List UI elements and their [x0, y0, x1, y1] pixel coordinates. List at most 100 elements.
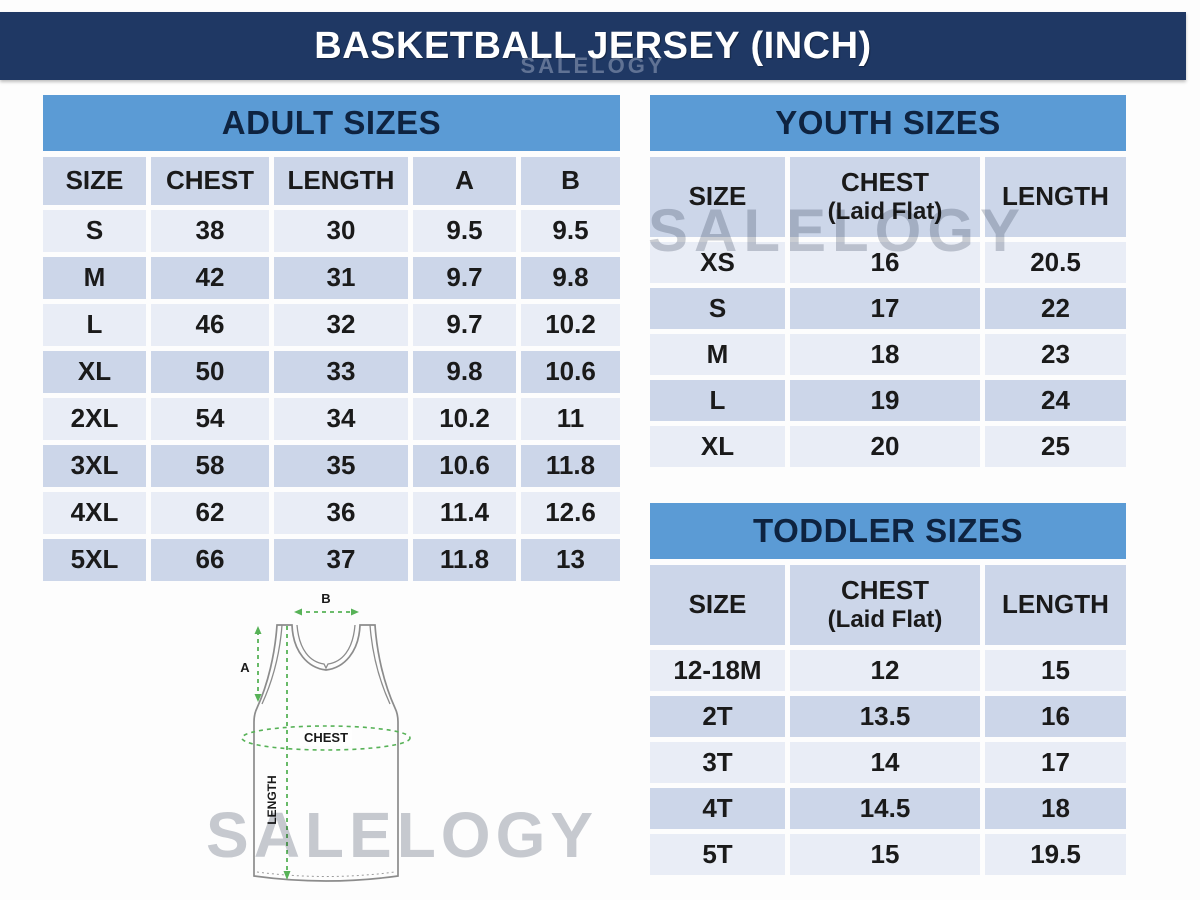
label-chest: CHEST	[304, 730, 348, 745]
measure-a-arrow-top	[254, 626, 262, 634]
jersey-armhole-trim-left	[261, 624, 283, 705]
watermark-title: SALELOGY	[520, 53, 666, 78]
table-cell: 17	[985, 742, 1126, 783]
table-cell: 4XL	[43, 492, 146, 534]
table-cell: 16	[790, 242, 980, 283]
jersey-neck-trim	[296, 624, 356, 670]
adult-sizes-header: ADULT SIZES	[43, 95, 620, 151]
table-cell: 11.4	[413, 492, 516, 534]
table-cell: 4T	[650, 788, 785, 829]
table-cell: 20	[790, 426, 980, 467]
page-title: BASKETBALL JERSEY (INCH)	[314, 24, 872, 67]
table-cell: L	[43, 304, 146, 346]
table-cell: XS	[650, 242, 785, 283]
jersey-hem-stitch	[256, 871, 396, 877]
column-header: CHEST	[151, 157, 269, 205]
table-cell: 3XL	[43, 445, 146, 487]
table-cell: 66	[151, 539, 269, 581]
youth-sizes-table: SIZE CHEST (Laid Flat) LENGTH XS 16 20.5 S 17 22 M…	[650, 157, 1126, 467]
table-cell: 19.5	[985, 834, 1126, 875]
table-cell: M	[650, 334, 785, 375]
table-cell: 32	[274, 304, 408, 346]
table-cell: 5XL	[43, 539, 146, 581]
table-cell: 25	[985, 426, 1126, 467]
table-cell: 42	[151, 257, 269, 299]
table-cell: 15	[985, 650, 1126, 691]
measure-a-arrow-bottom	[254, 694, 262, 702]
table-cell: 9.7	[413, 257, 516, 299]
column-header: CHEST (Laid Flat)	[790, 157, 980, 237]
column-header: CHEST (Laid Flat)	[790, 565, 980, 645]
column-header: SIZE	[43, 157, 146, 205]
table-cell: 12-18M	[650, 650, 785, 691]
measure-b-arrow-right	[351, 608, 359, 616]
column-header: LENGTH	[985, 565, 1126, 645]
column-header: LENGTH	[274, 157, 408, 205]
table-cell: 9.8	[413, 351, 516, 393]
table-cell: 31	[274, 257, 408, 299]
table-cell: 12	[790, 650, 980, 691]
table-cell: 10.2	[413, 398, 516, 440]
column-header: LENGTH	[985, 157, 1126, 237]
adult-sizes-table: SIZE CHEST LENGTH A B S 38 30 9.5 9.5 M 42 31 9.7 9.8 L…	[43, 157, 620, 581]
jersey-outline	[253, 624, 399, 882]
label-a: A	[240, 660, 250, 675]
label-length: LENGTH	[265, 775, 279, 824]
toddler-sizes-header: TODDLER SIZES	[650, 503, 1126, 559]
table-cell: 5T	[650, 834, 785, 875]
jersey-measurement-diagram: B A LENGTH CHEST	[240, 592, 411, 882]
table-cell: 58	[151, 445, 269, 487]
table-cell: 37	[274, 539, 408, 581]
measure-length-arrow	[283, 871, 291, 880]
title-banner: BASKETBALL JERSEY (INCH) SALELOGY	[0, 12, 1186, 80]
table-cell: 62	[151, 492, 269, 534]
table-cell: 9.8	[521, 257, 620, 299]
label-b: B	[321, 592, 330, 606]
table-cell: S	[43, 210, 146, 252]
table-cell: 36	[274, 492, 408, 534]
table-cell: 11.8	[413, 539, 516, 581]
table-cell: 16	[985, 696, 1126, 737]
table-cell: 14	[790, 742, 980, 783]
table-cell: 10.6	[413, 445, 516, 487]
table-cell: 54	[151, 398, 269, 440]
table-cell: 13	[521, 539, 620, 581]
table-cell: 11	[521, 398, 620, 440]
measure-chest-ellipse	[241, 725, 411, 751]
table-cell: L	[650, 380, 785, 421]
table-cell: 17	[790, 288, 980, 329]
jersey-armhole-trim-right	[369, 624, 391, 705]
column-header: SIZE	[650, 157, 785, 237]
table-cell: 15	[790, 834, 980, 875]
table-cell: 11.8	[521, 445, 620, 487]
toddler-sizes-table: SIZE CHEST (Laid Flat) LENGTH 12-18M 12 15 2T 13…	[650, 565, 1126, 875]
column-header: A	[413, 157, 516, 205]
table-cell: 10.2	[521, 304, 620, 346]
column-header: SIZE	[650, 565, 785, 645]
youth-sizes-header: YOUTH SIZES	[650, 95, 1126, 151]
table-cell: XL	[650, 426, 785, 467]
table-cell: 30	[274, 210, 408, 252]
table-cell: 23	[985, 334, 1126, 375]
measure-b-arrow-left	[294, 608, 302, 616]
table-cell: 50	[151, 351, 269, 393]
table-cell: 24	[985, 380, 1126, 421]
table-cell: 19	[790, 380, 980, 421]
table-cell: 2T	[650, 696, 785, 737]
table-cell: 13.5	[790, 696, 980, 737]
table-cell: 46	[151, 304, 269, 346]
table-cell: 33	[274, 351, 408, 393]
table-cell: 20.5	[985, 242, 1126, 283]
table-cell: M	[43, 257, 146, 299]
table-cell: S	[650, 288, 785, 329]
table-cell: 18	[790, 334, 980, 375]
table-cell: 14.5	[790, 788, 980, 829]
table-cell: 10.6	[521, 351, 620, 393]
table-cell: 2XL	[43, 398, 146, 440]
table-cell: 3T	[650, 742, 785, 783]
table-cell: 12.6	[521, 492, 620, 534]
table-cell: 35	[274, 445, 408, 487]
table-cell: 9.7	[413, 304, 516, 346]
chest-label-bg	[300, 729, 352, 746]
table-cell: XL	[43, 351, 146, 393]
